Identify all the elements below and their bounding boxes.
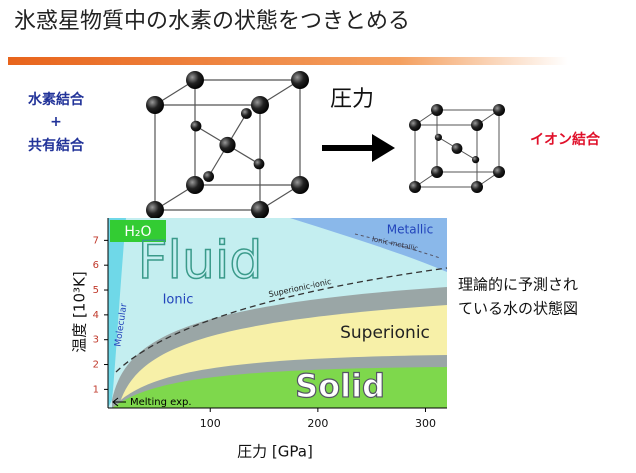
title: 氷惑星物質中の水素の状態をつきとめる [14,9,410,34]
atom [451,143,463,154]
caption: ている水の状態図 [458,300,578,318]
metallic-region [290,218,447,272]
y-tick-label: 7 [93,235,99,246]
region-label: Metallic [387,223,433,237]
region-label: Ionic [163,293,194,308]
region-label: Fluid [138,231,263,291]
atom [409,119,421,131]
dashed-boundary [115,267,448,373]
atom [186,71,204,89]
atom [291,176,309,194]
x-axis-label: 圧力 [GPa] [237,443,313,461]
atom [409,181,421,193]
molecular-region [108,218,126,408]
atom [431,104,443,116]
bond-plus: + [50,114,62,130]
x-tick-label: 200 [307,417,328,430]
atom [471,119,483,131]
y-tick-label: 2 [93,360,99,371]
atom [203,171,215,182]
atom [472,156,480,164]
atom [146,201,164,219]
cube-edge [194,79,301,186]
atom [493,104,505,116]
cube-edge [154,104,261,211]
annotation: Melting exp. [130,397,192,408]
y-tick-label: 4 [93,310,99,321]
pressure-label: 圧力 [330,87,374,112]
substance-label: H₂O [124,224,151,240]
y-tick-label: 6 [93,260,99,271]
atom [471,181,483,193]
bond-label: イオン結合 [530,131,601,148]
atom [251,201,269,219]
bond-label: 共有結合 [28,137,85,154]
atom [146,96,164,114]
region-label: Solid [295,367,385,405]
crystal-large [146,71,309,219]
crystal-small [409,104,505,193]
atom [219,136,236,154]
region-label: Superionic [340,323,430,343]
arrow [322,134,395,162]
x-tick-label: 100 [200,417,221,430]
atom [253,158,265,170]
y-axis-label: 温度 [10³K] [71,271,89,352]
atom [241,108,252,119]
atom [251,96,269,114]
bond-label: 水素結合 [28,91,85,108]
y-tick-label: 1 [93,384,99,395]
atom [434,133,442,141]
cube-edge [436,109,500,173]
dashed-boundary [354,233,441,259]
atom [431,166,443,178]
y-tick-label: 3 [93,335,99,346]
y-tick-label: 5 [93,285,99,296]
phase-diagram: H₂O Fluid Metallic Ionic-metallic Superi… [71,218,578,461]
atom [493,166,505,178]
caption: 理論的に予測され [458,276,578,294]
solid-region [112,367,447,408]
title-bar [8,57,568,65]
atom [291,71,309,89]
cube-edge [414,124,478,188]
x-tick-label: 300 [415,417,436,430]
label-box [110,220,166,242]
atom [186,176,204,194]
atom [190,120,202,132]
pointer-arrow [112,397,126,407]
